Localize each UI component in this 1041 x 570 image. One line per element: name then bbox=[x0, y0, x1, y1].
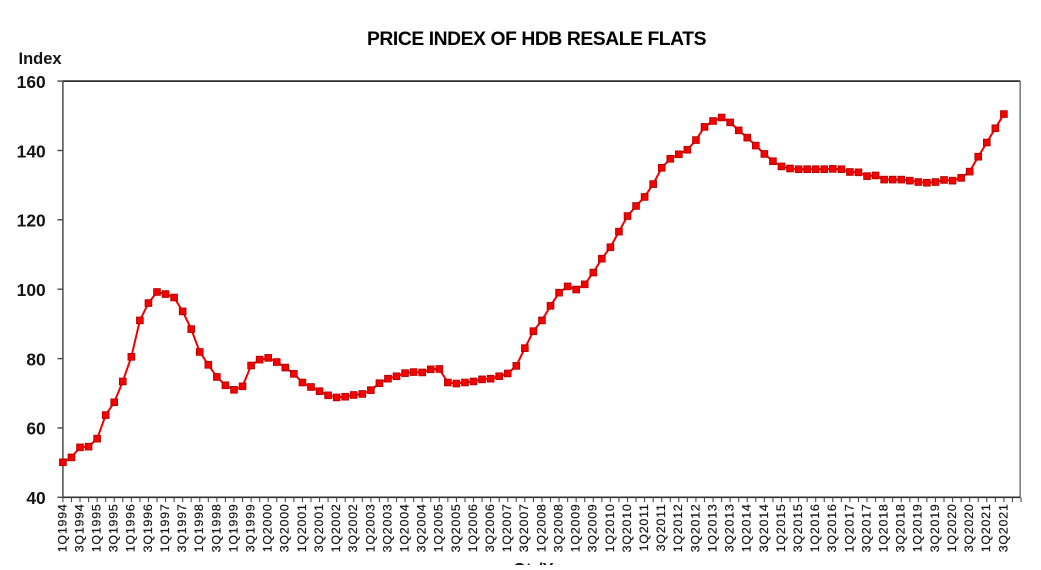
svg-text:3Q2007: 3Q2007 bbox=[517, 503, 531, 552]
svg-text:3Q2003: 3Q2003 bbox=[380, 503, 394, 552]
svg-text:100: 100 bbox=[17, 280, 46, 300]
svg-text:1Q1994: 1Q1994 bbox=[55, 503, 69, 552]
svg-text:120: 120 bbox=[17, 211, 46, 231]
svg-text:Index: Index bbox=[19, 50, 63, 68]
svg-text:1Q2012: 1Q2012 bbox=[671, 503, 685, 552]
svg-text:PRICE INDEX OF HDB RESALE FLAT: PRICE INDEX OF HDB RESALE FLATS bbox=[367, 29, 707, 50]
svg-text:3Q2017: 3Q2017 bbox=[859, 503, 873, 552]
svg-text:1Q2013: 1Q2013 bbox=[705, 503, 719, 552]
svg-text:3Q2013: 3Q2013 bbox=[723, 503, 737, 552]
svg-text:40: 40 bbox=[26, 488, 45, 508]
svg-text:1Q2015: 1Q2015 bbox=[774, 503, 788, 552]
svg-text:3Q2009: 3Q2009 bbox=[586, 503, 600, 552]
svg-text:1Q2021: 1Q2021 bbox=[979, 503, 993, 552]
svg-text:3Q2001: 3Q2001 bbox=[312, 503, 326, 552]
svg-text:3Q2006: 3Q2006 bbox=[483, 503, 497, 552]
svg-text:1Q2006: 1Q2006 bbox=[466, 503, 480, 552]
svg-text:3Q1996: 3Q1996 bbox=[141, 503, 155, 552]
svg-text:60: 60 bbox=[26, 419, 45, 439]
svg-text:1Q2001: 1Q2001 bbox=[295, 503, 309, 552]
svg-text:1Q2009: 1Q2009 bbox=[569, 503, 583, 552]
svg-text:1Q2008: 1Q2008 bbox=[534, 503, 548, 552]
svg-text:1Q2014: 1Q2014 bbox=[740, 503, 754, 552]
svg-text:3Q1994: 3Q1994 bbox=[72, 503, 86, 552]
svg-text:3Q2016: 3Q2016 bbox=[825, 503, 839, 552]
svg-text:3Q2011: 3Q2011 bbox=[654, 503, 668, 551]
svg-text:3Q2005: 3Q2005 bbox=[449, 503, 463, 552]
svg-text:Qtr/Yr: Qtr/Yr bbox=[513, 561, 560, 565]
svg-text:3Q2014: 3Q2014 bbox=[757, 503, 771, 552]
svg-text:3Q1998: 3Q1998 bbox=[209, 503, 223, 552]
svg-text:1Q2005: 1Q2005 bbox=[432, 503, 446, 552]
svg-text:1Q1996: 1Q1996 bbox=[124, 503, 138, 552]
svg-text:3Q2015: 3Q2015 bbox=[791, 503, 805, 552]
svg-text:80: 80 bbox=[26, 349, 45, 369]
svg-text:1Q2007: 1Q2007 bbox=[500, 503, 514, 552]
svg-text:3Q2021: 3Q2021 bbox=[996, 503, 1010, 552]
svg-text:3Q2002: 3Q2002 bbox=[346, 503, 360, 552]
svg-text:1Q1998: 1Q1998 bbox=[192, 503, 206, 552]
svg-text:1Q1997: 1Q1997 bbox=[158, 503, 172, 552]
svg-text:3Q1997: 3Q1997 bbox=[175, 503, 189, 552]
svg-text:3Q2020: 3Q2020 bbox=[962, 503, 976, 552]
svg-text:3Q2004: 3Q2004 bbox=[415, 503, 429, 552]
svg-text:1Q2018: 1Q2018 bbox=[877, 503, 891, 552]
svg-text:140: 140 bbox=[17, 141, 46, 161]
svg-text:3Q2010: 3Q2010 bbox=[620, 503, 634, 552]
svg-text:3Q2000: 3Q2000 bbox=[278, 503, 292, 552]
svg-text:1Q2011: 1Q2011 bbox=[637, 503, 651, 551]
svg-text:1Q2019: 1Q2019 bbox=[911, 503, 925, 552]
svg-text:3Q2008: 3Q2008 bbox=[551, 503, 565, 552]
svg-text:3Q1995: 3Q1995 bbox=[107, 503, 121, 552]
svg-text:1Q2020: 1Q2020 bbox=[945, 503, 959, 552]
svg-text:1Q1999: 1Q1999 bbox=[226, 503, 240, 552]
svg-text:1Q2016: 1Q2016 bbox=[808, 503, 822, 552]
svg-text:1Q2010: 1Q2010 bbox=[603, 503, 617, 552]
svg-text:3Q2018: 3Q2018 bbox=[894, 503, 908, 552]
svg-text:160: 160 bbox=[17, 72, 46, 92]
svg-text:1Q2002: 1Q2002 bbox=[329, 503, 343, 552]
svg-text:1Q1995: 1Q1995 bbox=[90, 503, 104, 552]
svg-text:3Q1999: 3Q1999 bbox=[244, 503, 258, 552]
svg-text:3Q2012: 3Q2012 bbox=[688, 503, 702, 552]
svg-text:3Q2019: 3Q2019 bbox=[928, 503, 942, 552]
svg-text:1Q2003: 1Q2003 bbox=[363, 503, 377, 552]
svg-text:1Q2000: 1Q2000 bbox=[261, 503, 275, 552]
svg-text:1Q2017: 1Q2017 bbox=[842, 503, 856, 552]
svg-text:1Q2004: 1Q2004 bbox=[397, 503, 411, 552]
